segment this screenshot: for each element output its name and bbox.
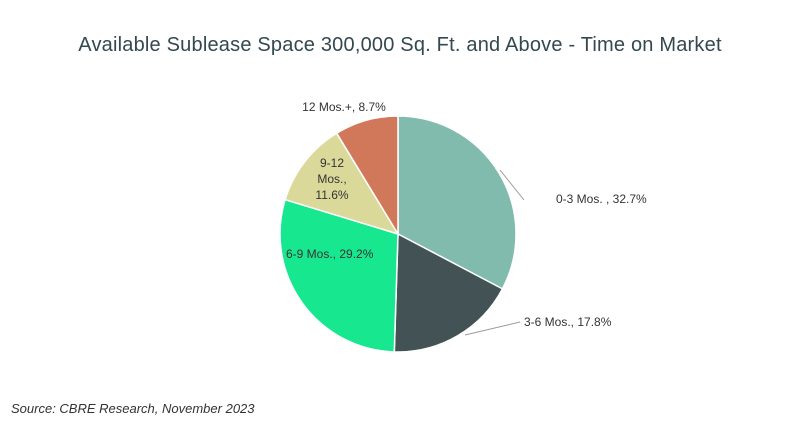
pie-slice-3-6-mos xyxy=(393,232,504,353)
slice-label-0-3-mos: 0-3 Mos. , 32.7% xyxy=(556,192,647,206)
slice-label-9-12-mos: 9-12 Mos., 11.6% xyxy=(315,156,348,202)
leader-line-0-3-mos xyxy=(499,169,525,201)
source-note: Source: CBRE Research, November 2023 xyxy=(11,401,255,416)
pie-slice-9-12-mos xyxy=(284,132,400,236)
pie-slice-0-3-mos xyxy=(397,115,517,290)
slice-label-6-9-mos: 6-9 Mos., 29.2% xyxy=(286,247,374,261)
pie-slice-6-9-mos xyxy=(279,198,399,353)
slice-label-12-mos: 12 Mos.+, 8.7% xyxy=(302,100,386,114)
chart-title: Available Sublease Space 300,000 Sq. Ft.… xyxy=(78,34,722,56)
slice-label-3-6-mos: 3-6 Mos., 17.8% xyxy=(524,315,612,329)
pie-slice-12-mos xyxy=(335,115,399,237)
leader-line-3-6-mos xyxy=(464,321,521,336)
